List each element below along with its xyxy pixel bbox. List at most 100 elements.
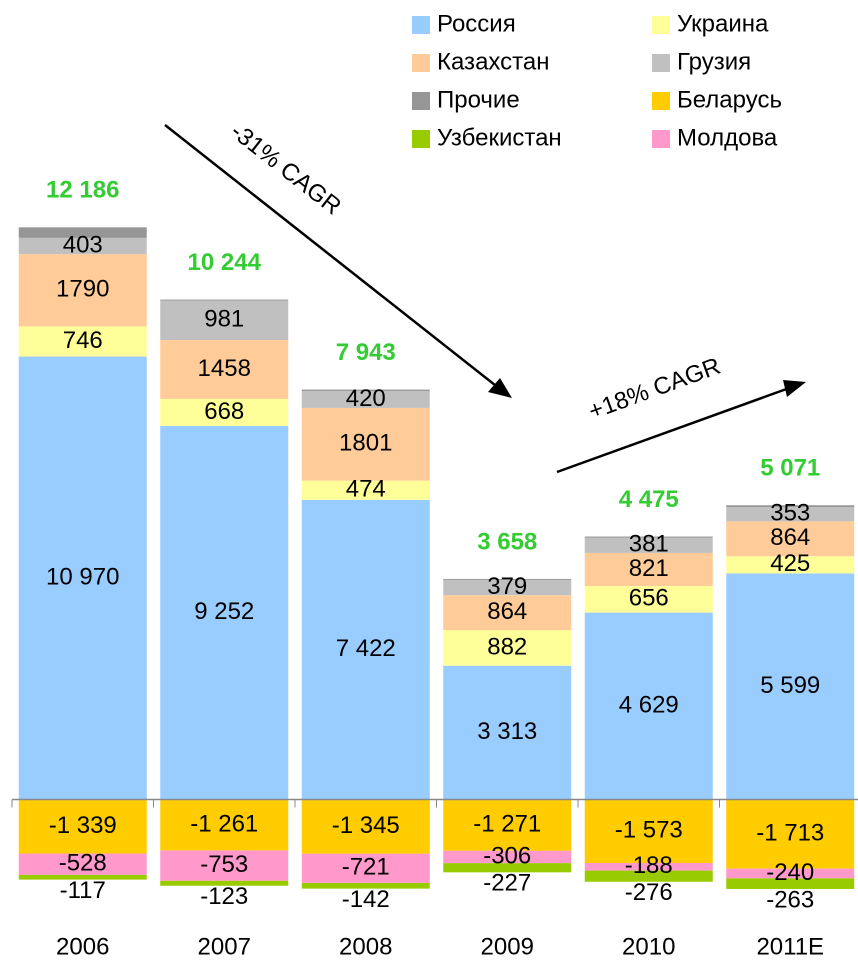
value-label: -117 bbox=[60, 877, 106, 904]
bar-segment bbox=[18, 799, 147, 854]
value-label: 7 422 bbox=[336, 635, 396, 662]
bar-segment bbox=[584, 863, 713, 871]
value-label: 353 bbox=[770, 500, 810, 527]
bar-segment bbox=[301, 407, 430, 481]
value-label: -721 bbox=[342, 854, 390, 881]
value-label: -188 bbox=[625, 852, 673, 879]
legend-label: Казахстан bbox=[437, 48, 549, 75]
x-tick-label: 2009 bbox=[481, 933, 534, 960]
bar-segment bbox=[584, 536, 713, 538]
value-label: 821 bbox=[629, 555, 669, 582]
bar-segment bbox=[301, 480, 430, 500]
legend-label: Молдова bbox=[677, 124, 778, 151]
bar-segment bbox=[160, 300, 289, 341]
bar-segment bbox=[301, 499, 430, 800]
x-tick-label: 2011E bbox=[756, 933, 824, 960]
legend-swatch bbox=[412, 130, 430, 148]
bar-segment bbox=[160, 425, 289, 800]
bar-segment bbox=[584, 799, 713, 864]
trend-arrow bbox=[556, 385, 793, 474]
legend-label: Прочие bbox=[437, 86, 520, 113]
bar-segment bbox=[443, 850, 572, 864]
total-label: 12 186 bbox=[46, 177, 119, 204]
value-label: -240 bbox=[766, 859, 814, 886]
bar-segment bbox=[584, 612, 713, 800]
value-label: 10 970 bbox=[46, 563, 119, 590]
value-label: 9 252 bbox=[194, 598, 254, 625]
legend-label: Украина bbox=[677, 10, 769, 37]
bar-segment bbox=[160, 850, 289, 881]
bar-segment bbox=[301, 882, 430, 889]
total-label: 3 658 bbox=[477, 528, 537, 555]
value-label: 3 313 bbox=[477, 718, 537, 745]
bar-segment bbox=[443, 665, 572, 800]
value-label: 381 bbox=[629, 531, 669, 558]
bar-segment bbox=[18, 237, 147, 255]
value-label: 4 629 bbox=[619, 691, 679, 718]
value-label: -227 bbox=[483, 870, 531, 897]
value-label: 425 bbox=[770, 550, 810, 577]
bar-segment bbox=[18, 326, 147, 357]
bar-segment bbox=[160, 799, 289, 851]
bar-segment bbox=[726, 868, 855, 879]
bar-segment bbox=[584, 537, 713, 553]
bar-segment bbox=[301, 390, 430, 408]
value-label: -142 bbox=[342, 886, 390, 913]
total-label: 4 475 bbox=[619, 486, 679, 513]
bar-segment bbox=[301, 389, 430, 391]
bar-segment bbox=[443, 578, 572, 580]
legend-swatch bbox=[652, 130, 670, 148]
bar-segment bbox=[726, 573, 855, 800]
value-label: -306 bbox=[483, 842, 531, 869]
bar-segment bbox=[18, 227, 147, 238]
value-label: -1 573 bbox=[615, 817, 683, 844]
annotation: +18% CAGR bbox=[585, 353, 724, 426]
value-label: 420 bbox=[346, 385, 386, 412]
bar-segment bbox=[726, 556, 855, 574]
value-label: 1458 bbox=[198, 355, 251, 382]
value-label: 474 bbox=[346, 476, 386, 503]
value-label: -123 bbox=[200, 883, 248, 910]
bar-segment bbox=[301, 853, 430, 883]
bar-segment bbox=[18, 853, 147, 875]
bar-segment bbox=[726, 507, 855, 522]
value-label: -1 713 bbox=[756, 819, 824, 846]
value-label: 864 bbox=[770, 524, 810, 551]
value-label: 656 bbox=[629, 585, 669, 612]
bar-segment bbox=[726, 521, 855, 557]
bar-segment bbox=[443, 863, 572, 873]
value-label: 5 599 bbox=[760, 672, 820, 699]
legend-swatch bbox=[412, 54, 430, 72]
legend-label: Узбекистан bbox=[437, 124, 562, 151]
bar-segment bbox=[160, 880, 289, 886]
bar-segment bbox=[18, 254, 147, 327]
value-label: 668 bbox=[204, 398, 244, 425]
bar-segment bbox=[160, 340, 289, 399]
trend-arrow bbox=[164, 124, 501, 390]
annotation: -31% CAGR bbox=[225, 118, 346, 221]
total-label: 10 244 bbox=[188, 249, 262, 276]
bar-segment bbox=[18, 356, 147, 800]
arrow-head bbox=[783, 380, 806, 397]
value-label: -1 345 bbox=[332, 812, 400, 839]
bar-segment bbox=[726, 799, 855, 869]
bar-segment bbox=[584, 870, 713, 882]
x-tick-label: 2008 bbox=[339, 933, 392, 960]
legend-label: Россия bbox=[437, 10, 516, 37]
value-label: 1790 bbox=[56, 276, 109, 303]
bar-segment bbox=[443, 579, 572, 596]
legend-swatch bbox=[412, 16, 430, 34]
bar-segment bbox=[160, 398, 289, 426]
bar-segment bbox=[726, 505, 855, 508]
legend-label: Беларусь bbox=[677, 86, 782, 113]
arrow-head bbox=[488, 378, 512, 398]
value-label: -1 339 bbox=[49, 812, 117, 839]
value-label: 864 bbox=[487, 598, 527, 625]
value-label: 981 bbox=[204, 306, 244, 333]
value-label: -1 271 bbox=[473, 810, 541, 837]
bar-segment bbox=[443, 630, 572, 666]
total-label: 7 943 bbox=[336, 339, 396, 366]
value-label: 379 bbox=[487, 573, 527, 600]
legend-swatch bbox=[652, 92, 670, 110]
